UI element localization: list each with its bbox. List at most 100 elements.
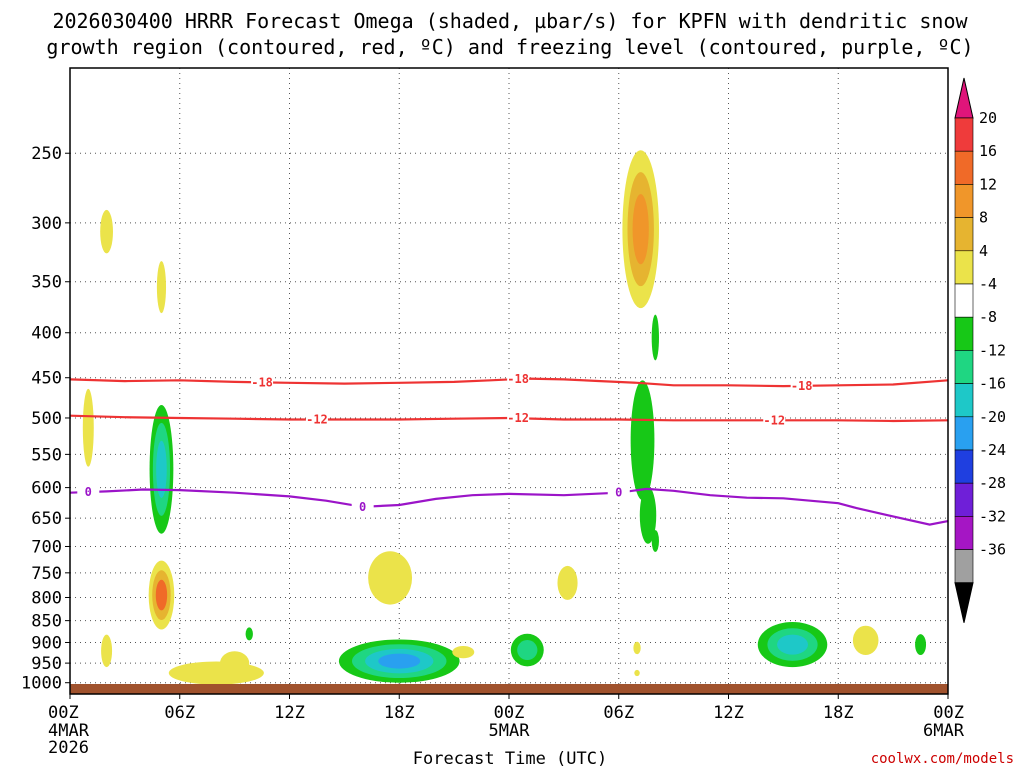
y-tick-label: 700 (31, 537, 62, 557)
colorbar-segment (954, 316, 974, 351)
y-tick-label: 250 (31, 144, 62, 164)
y-tick-label: 800 (31, 588, 62, 608)
x-tick-label: 00Z (933, 703, 964, 723)
x-axis-label: Forecast Time (UTC) (413, 749, 607, 768)
y-tick-label: 400 (31, 324, 62, 344)
colorbar-segment (954, 184, 974, 218)
contour-line (69, 487, 949, 526)
colorbar-segment (954, 516, 974, 550)
omega-cell (101, 634, 113, 668)
omega-cell (156, 261, 167, 314)
omega-cell (245, 627, 253, 641)
x-tick-label: 06Z (603, 703, 634, 723)
omega-cell (155, 579, 168, 611)
omega-cell (852, 625, 879, 655)
omega-cell (777, 634, 808, 655)
colorbar-segment (954, 150, 974, 185)
omega-cell (82, 388, 94, 467)
x-tick-date: 4MAR (48, 721, 90, 741)
colorbar-segment (954, 549, 974, 584)
colorbar-label: 4 (979, 242, 988, 260)
y-tick-label: 950 (31, 654, 62, 674)
chart-title-line1: 2026030400 HRRR Forecast Omega (shaded, … (52, 9, 968, 33)
omega-cell (517, 640, 538, 661)
x-tick-date: 5MAR (489, 721, 531, 741)
colorbar-segment (954, 283, 974, 318)
contour-label: 0 (85, 485, 92, 499)
contour-label-bg (507, 371, 530, 386)
x-tick-label: 12Z (713, 703, 744, 723)
omega-cell (156, 440, 167, 498)
y-tick-label: 500 (31, 409, 62, 429)
omega-cell (168, 661, 264, 685)
x-tick-label: 18Z (384, 703, 415, 723)
omega-cell (633, 641, 641, 655)
contour-label: 0 (359, 500, 366, 514)
omega-cell (634, 669, 640, 677)
x-tick-date: 6MAR (923, 721, 965, 741)
colorbar-label: -20 (979, 408, 1006, 426)
ground-bar (70, 684, 948, 694)
omega-cell (557, 565, 578, 600)
colorbar: 20 16 12 8 4 -4 -8 -12 -16 -20 -24 -28 -32 -36 (954, 77, 1006, 623)
y-tick-label: 1000 (21, 674, 62, 694)
x-tick-label: 12Z (274, 703, 305, 723)
colorbar-label: -4 (979, 275, 997, 293)
colorbar-segment (954, 383, 974, 418)
omega-cell (368, 551, 413, 605)
omega-cell (632, 194, 649, 265)
colorbar-label: -24 (979, 441, 1006, 459)
y-tick-label: 850 (31, 612, 62, 632)
colorbar-label: 12 (979, 175, 997, 193)
x-tick-label: 00Z (494, 703, 525, 723)
omega-cell (630, 380, 655, 501)
omega-cell (651, 314, 659, 361)
colorbar-label: -36 (979, 541, 1006, 559)
colorbar-segment (954, 250, 974, 285)
colorbar-segment (954, 350, 974, 384)
colorbar-label: -16 (979, 375, 1006, 393)
colorbar-segment (954, 449, 974, 484)
contour-label-bg (251, 375, 274, 390)
omega-cell (915, 634, 927, 655)
x-tick-label: 06Z (164, 703, 195, 723)
y-tick-label: 600 (31, 479, 62, 499)
y-tick-label: 900 (31, 633, 62, 653)
contour-label: -18 (791, 379, 813, 393)
temperature-contours: -18 -18 -18 -12 -12 -12 0 0 0 (69, 371, 949, 526)
y-tick-label: 300 (31, 214, 62, 234)
colorbar-label: -28 (979, 474, 1006, 492)
omega-cell (651, 530, 659, 552)
colorbar-segment (954, 482, 974, 517)
colorbar-label: 20 (979, 109, 997, 127)
y-tick-label: 550 (31, 445, 62, 465)
colorbar-segment (954, 217, 974, 252)
y-tick-label: 350 (31, 273, 62, 293)
x-tick-label: 18Z (823, 703, 854, 723)
contour-label-bg (507, 411, 530, 426)
contour-label-bg (351, 499, 374, 514)
colorbar-label: 16 (979, 142, 997, 160)
contour-label-bg (607, 485, 630, 500)
colorbar-label: -8 (979, 308, 997, 326)
colorbar-label: -32 (979, 507, 1006, 525)
watermark[interactable]: coolwx.com/models (871, 751, 1014, 767)
omega-cell (378, 653, 421, 669)
contour-label-bg (77, 485, 100, 500)
contour-label-bg (763, 413, 786, 428)
x-tick-label: 00Z (48, 703, 79, 723)
omega-cell (100, 209, 113, 254)
colorbar-top-arrow (954, 77, 974, 119)
omega-cell (219, 651, 250, 675)
contour-label: -12 (507, 411, 529, 425)
colorbar-bottom-arrow (954, 582, 974, 623)
colorbar-label: -12 (979, 341, 1006, 359)
chart-title-line2: growth region (contoured, red, ºC) and f… (46, 35, 973, 59)
omega-shading (82, 150, 927, 685)
x-tick-year: 2026 (48, 738, 89, 758)
colorbar-segment (954, 117, 974, 152)
omega-cell (452, 645, 475, 659)
colorbar-segment (954, 416, 974, 451)
